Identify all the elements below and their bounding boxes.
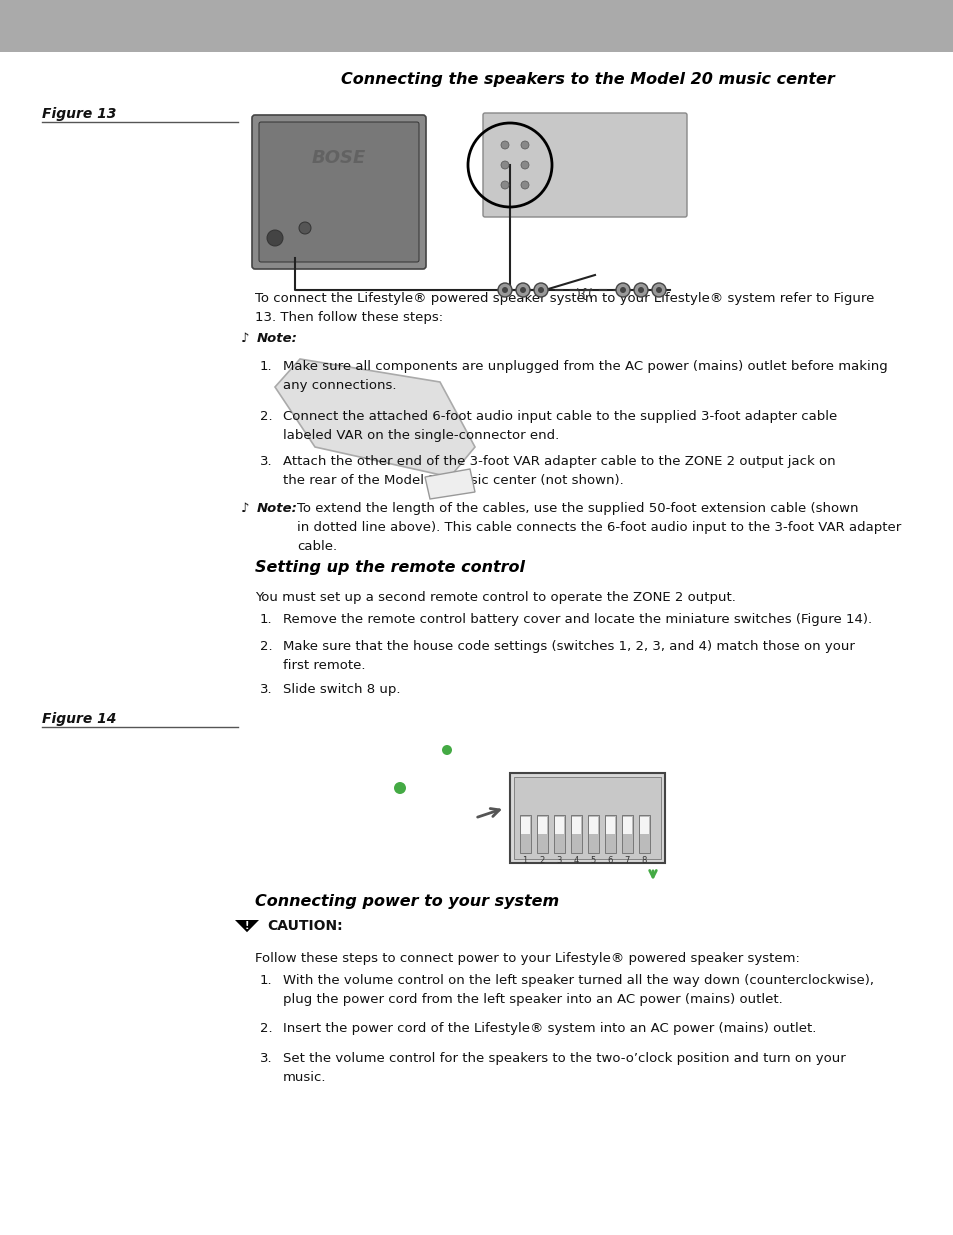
Text: You must set up a second remote control to operate the ZONE 2 output.: You must set up a second remote control … (254, 592, 735, 604)
Text: Note:: Note: (256, 501, 297, 515)
Bar (514, 777, 660, 860)
Bar (605, 818, 615, 834)
Text: Make sure that the house code settings (switches 1, 2, 3, and 4) match those on : Make sure that the house code settings (… (283, 640, 854, 672)
Circle shape (500, 141, 509, 149)
Text: Note:: Note: (256, 332, 297, 345)
Text: ♪: ♪ (241, 332, 250, 345)
Text: Remove the remote control battery cover and locate the miniature switches (Figur: Remove the remote control battery cover … (283, 613, 871, 626)
Text: Follow these steps to connect power to your Lifestyle® powered speaker system:: Follow these steps to connect power to y… (254, 952, 799, 965)
Text: With the volume control on the left speaker turned all the way down (countercloc: With the volume control on the left spea… (283, 974, 873, 1007)
Text: BOSE: BOSE (312, 149, 366, 167)
Bar (621, 815, 633, 853)
Text: 3.: 3. (260, 683, 273, 697)
Circle shape (500, 182, 509, 189)
Text: 5: 5 (590, 856, 595, 864)
Circle shape (520, 141, 529, 149)
Bar (520, 818, 530, 834)
Bar (510, 773, 664, 863)
Text: Figure 13: Figure 13 (42, 107, 116, 121)
Text: Connecting power to your system: Connecting power to your system (254, 894, 558, 909)
Text: 1.: 1. (260, 974, 273, 987)
Text: Attach the other end of the 3-foot VAR adapter cable to the ZONE 2 output jack o: Attach the other end of the 3-foot VAR a… (283, 454, 835, 487)
FancyBboxPatch shape (252, 115, 426, 269)
FancyBboxPatch shape (482, 112, 686, 217)
Polygon shape (424, 469, 475, 499)
Circle shape (516, 283, 530, 296)
Text: Insert the power cord of the Lifestyle® system into an AC power (mains) outlet.: Insert the power cord of the Lifestyle® … (283, 1023, 816, 1035)
Text: ){(: ){( (576, 287, 594, 300)
Text: 4: 4 (573, 856, 578, 864)
Text: 3: 3 (556, 856, 561, 864)
Text: 3.: 3. (260, 1052, 273, 1065)
Text: 3.: 3. (260, 454, 273, 468)
Text: Slide switch 8 up.: Slide switch 8 up. (283, 683, 400, 697)
Text: 7: 7 (623, 856, 629, 864)
Bar (604, 815, 616, 853)
Circle shape (520, 161, 529, 169)
Bar (555, 818, 563, 834)
Circle shape (520, 182, 529, 189)
Text: Connect the attached 6-foot audio input cable to the supplied 3-foot adapter cab: Connect the attached 6-foot audio input … (283, 410, 837, 442)
Circle shape (656, 287, 661, 293)
Text: 2: 2 (538, 856, 544, 864)
Circle shape (651, 283, 665, 296)
Bar (639, 818, 648, 834)
Circle shape (616, 283, 629, 296)
Text: ♪: ♪ (241, 501, 250, 515)
Polygon shape (234, 920, 258, 932)
Bar (571, 815, 581, 853)
Text: To connect the Lifestyle® powered speaker system to your Lifestyle® system refer: To connect the Lifestyle® powered speake… (254, 291, 874, 324)
Text: Make sure all components are unplugged from the AC power (mains) outlet before m: Make sure all components are unplugged f… (283, 359, 887, 391)
Circle shape (267, 230, 283, 246)
Text: 2.: 2. (260, 410, 273, 424)
Circle shape (441, 745, 452, 755)
Bar (554, 815, 564, 853)
Polygon shape (274, 359, 475, 477)
Bar (588, 818, 598, 834)
Bar (639, 815, 649, 853)
Bar (519, 815, 531, 853)
Circle shape (500, 161, 509, 169)
Circle shape (298, 222, 311, 233)
Text: Connecting the speakers to the Model 20 music center: Connecting the speakers to the Model 20 … (340, 72, 834, 86)
Circle shape (534, 283, 547, 296)
Text: CAUTION:: CAUTION: (267, 919, 342, 932)
Circle shape (394, 782, 406, 794)
Bar (537, 818, 546, 834)
Bar (537, 815, 547, 853)
Circle shape (497, 283, 512, 296)
Text: Set the volume control for the speakers to the two-o’clock position and turn on : Set the volume control for the speakers … (283, 1052, 845, 1084)
Circle shape (537, 287, 543, 293)
Bar (0, 0, 953, 52)
Text: !: ! (245, 920, 249, 931)
Bar (622, 818, 631, 834)
Text: 1.: 1. (260, 613, 273, 626)
FancyBboxPatch shape (258, 122, 418, 262)
Text: 8: 8 (640, 856, 646, 864)
Text: Setting up the remote control: Setting up the remote control (254, 559, 524, 576)
Circle shape (638, 287, 643, 293)
Text: Figure 14: Figure 14 (42, 713, 116, 726)
Bar (587, 815, 598, 853)
Text: 1.: 1. (260, 359, 273, 373)
Circle shape (519, 287, 525, 293)
Text: 2.: 2. (260, 1023, 273, 1035)
Circle shape (501, 287, 507, 293)
Circle shape (634, 283, 647, 296)
Text: 6: 6 (607, 856, 612, 864)
Bar (572, 818, 580, 834)
Text: 2.: 2. (260, 640, 273, 653)
Text: 1: 1 (522, 856, 527, 864)
Text: To extend the length of the cables, use the supplied 50-foot extension cable (sh: To extend the length of the cables, use … (296, 501, 901, 553)
Circle shape (619, 287, 625, 293)
